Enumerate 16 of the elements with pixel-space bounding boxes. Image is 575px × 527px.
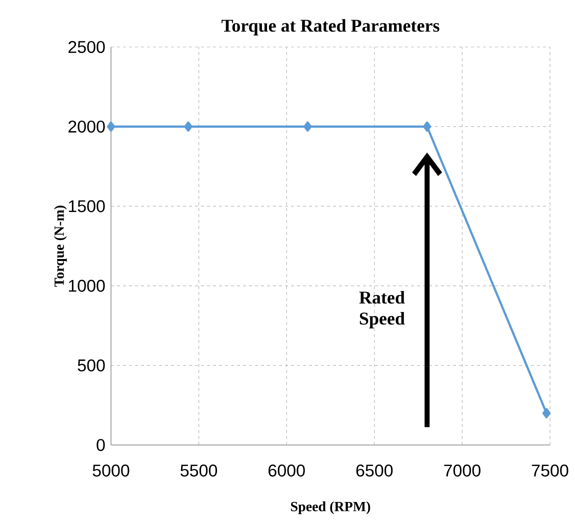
x-tick-label: 5000 [92, 464, 130, 477]
x-tick-label: 5500 [180, 464, 218, 477]
y-tick-label: 2500 [68, 40, 105, 54]
x-tick-label: 7500 [532, 464, 568, 477]
chart-title: Torque at Rated Parameters [222, 19, 440, 36]
annotation: Rated Speed [359, 291, 405, 328]
y-tick-label: 2000 [68, 120, 105, 133]
y-tick-label: 500 [78, 359, 105, 372]
x-tick-label: 6000 [268, 464, 305, 477]
y-tick-label: 0 [96, 438, 105, 452]
y-axis-title: Torque (N-m) [54, 206, 67, 287]
y-tick-label: 1500 [68, 200, 105, 212]
x-tick-label: 6500 [356, 464, 393, 477]
x-axis-title: Speed (RPM) [291, 501, 370, 514]
x-tick-label: 7000 [444, 464, 480, 477]
y-tick-label: 1000 [68, 280, 105, 292]
